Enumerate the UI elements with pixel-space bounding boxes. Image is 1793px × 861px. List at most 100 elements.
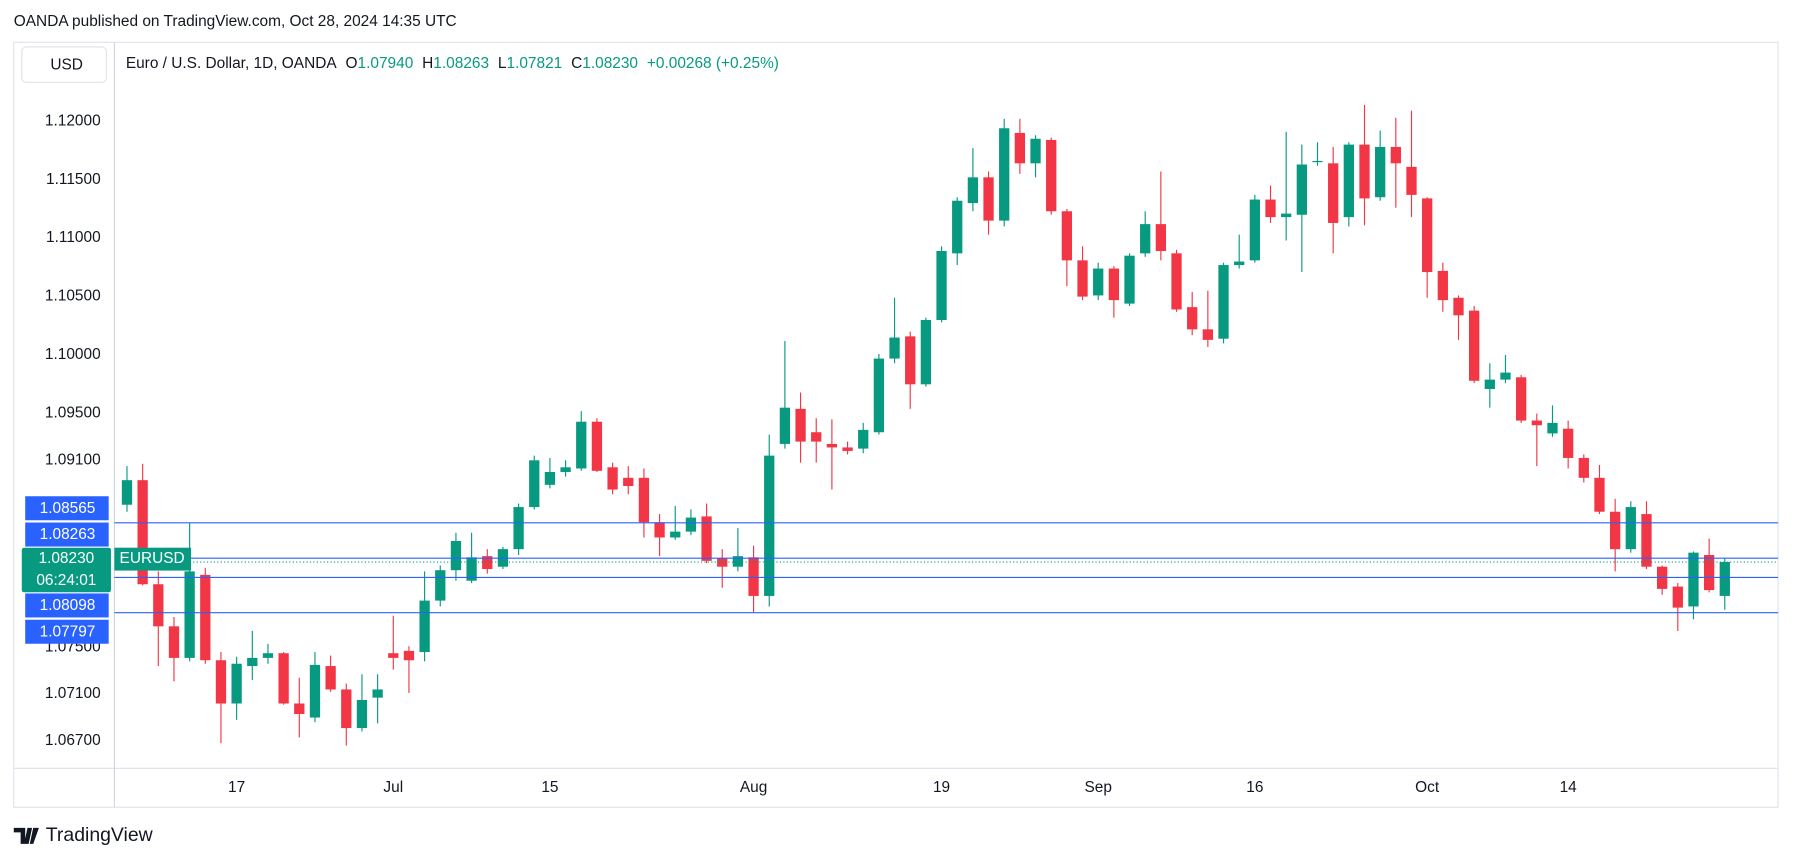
symbol: Euro / U.S. Dollar, 1D, OANDA bbox=[126, 55, 338, 72]
price-badge-label: 1.07797 bbox=[40, 623, 96, 640]
y-tick-label: 1.11500 bbox=[46, 171, 101, 188]
x-tick-label: Aug bbox=[740, 779, 767, 796]
candle-body bbox=[403, 650, 415, 661]
candle-body bbox=[1171, 253, 1182, 310]
logo-mark bbox=[13, 827, 39, 844]
candle-body bbox=[341, 689, 352, 729]
candle-body bbox=[1030, 138, 1041, 164]
low-key: L bbox=[498, 55, 507, 72]
candle-body bbox=[999, 128, 1010, 221]
candle-body bbox=[1516, 377, 1527, 421]
candle-body bbox=[591, 421, 603, 471]
candle-body bbox=[732, 556, 744, 567]
price-badge bbox=[25, 522, 109, 547]
candle-body bbox=[1281, 213, 1292, 218]
x-tick-label: 19 bbox=[933, 779, 950, 796]
candle-body bbox=[1500, 372, 1511, 380]
candle-body bbox=[638, 477, 650, 523]
symbol-badge bbox=[114, 547, 192, 571]
close-value: 1.08230 bbox=[582, 55, 638, 72]
candle-body bbox=[1625, 507, 1636, 550]
x-tick-label: Oct bbox=[1415, 779, 1440, 796]
candle-body bbox=[215, 660, 227, 704]
candle-body bbox=[1140, 224, 1151, 254]
candle-body bbox=[231, 663, 242, 704]
chart-frame bbox=[13, 41, 1779, 808]
candle-body bbox=[1422, 198, 1433, 273]
price-badge-label: 1.08263 bbox=[40, 526, 96, 543]
candle-body bbox=[482, 556, 493, 570]
candle-body bbox=[1672, 586, 1683, 608]
y-tick-label: 1.10000 bbox=[45, 346, 101, 363]
high-key: H bbox=[422, 55, 433, 72]
candle-body bbox=[1046, 139, 1057, 212]
currency-button[interactable] bbox=[21, 46, 107, 83]
candle-body bbox=[842, 447, 853, 451]
candle-body bbox=[1563, 428, 1574, 458]
currency-label: USD bbox=[50, 56, 83, 73]
open-value: 1.07940 bbox=[358, 55, 414, 72]
candle-body bbox=[1359, 144, 1370, 199]
candle-body bbox=[544, 471, 556, 485]
candle-body bbox=[1375, 146, 1386, 198]
candle-body bbox=[1061, 211, 1073, 261]
candle-body bbox=[513, 507, 524, 550]
candle-body bbox=[1265, 199, 1276, 218]
x-tick-label: 14 bbox=[1560, 779, 1578, 796]
candle-body bbox=[294, 703, 305, 715]
countdown: 06:24:01 bbox=[36, 572, 96, 589]
x-tick-label: Jul bbox=[383, 779, 403, 796]
symbol-label: EURUSD bbox=[120, 550, 185, 567]
candle-body bbox=[748, 557, 759, 596]
candle-body bbox=[936, 251, 947, 320]
candle-body bbox=[779, 407, 791, 444]
candle-body bbox=[1328, 163, 1339, 223]
x-tick-label: 17 bbox=[228, 779, 245, 796]
candle-body bbox=[952, 200, 963, 254]
candle-body bbox=[560, 467, 571, 472]
current-price-badge bbox=[21, 547, 111, 593]
candle-body bbox=[168, 626, 180, 658]
candle-body bbox=[905, 336, 916, 385]
y-tick-label: 1.11000 bbox=[46, 229, 101, 246]
candle-body bbox=[1547, 422, 1558, 434]
candle-body bbox=[200, 574, 211, 661]
candle-body bbox=[1312, 160, 1323, 163]
candle-body bbox=[717, 558, 728, 567]
candle-body bbox=[701, 516, 712, 561]
price-badge bbox=[25, 593, 109, 618]
y-tick-label: 1.09100 bbox=[45, 451, 101, 468]
candle-body bbox=[529, 460, 540, 508]
candle-body bbox=[356, 699, 368, 729]
candle-body bbox=[811, 432, 822, 442]
y-tick-label: 1.09500 bbox=[45, 405, 101, 422]
candle-body bbox=[1390, 146, 1401, 164]
published-note: OANDA published on TradingView.com, Oct … bbox=[14, 13, 457, 30]
candle-body bbox=[795, 408, 806, 442]
candle-body bbox=[1641, 514, 1652, 567]
candle-body bbox=[419, 600, 430, 653]
candle-body bbox=[670, 531, 681, 538]
footer-logo: TradingView bbox=[13, 824, 154, 846]
candles bbox=[121, 104, 1730, 746]
x-tick-label: Sep bbox=[1084, 779, 1111, 796]
candle-body bbox=[1594, 477, 1605, 512]
candle-body bbox=[121, 480, 133, 505]
candle-body bbox=[1187, 307, 1198, 330]
candle-body bbox=[1531, 420, 1542, 426]
candle-body bbox=[184, 571, 195, 658]
low-value: 1.07821 bbox=[507, 55, 563, 72]
candle-body bbox=[153, 584, 164, 627]
candle-body bbox=[576, 421, 587, 469]
candle-body bbox=[325, 666, 336, 690]
candle-body bbox=[1703, 555, 1715, 591]
candle-body bbox=[1688, 552, 1699, 607]
candle-body bbox=[137, 480, 148, 585]
y-tick-label: 1.07100 bbox=[45, 685, 101, 702]
candle-body bbox=[278, 653, 289, 704]
candle-body bbox=[920, 319, 932, 385]
candle-body bbox=[1249, 199, 1260, 261]
candle-body bbox=[1014, 132, 1026, 164]
candle-body bbox=[1609, 511, 1621, 550]
